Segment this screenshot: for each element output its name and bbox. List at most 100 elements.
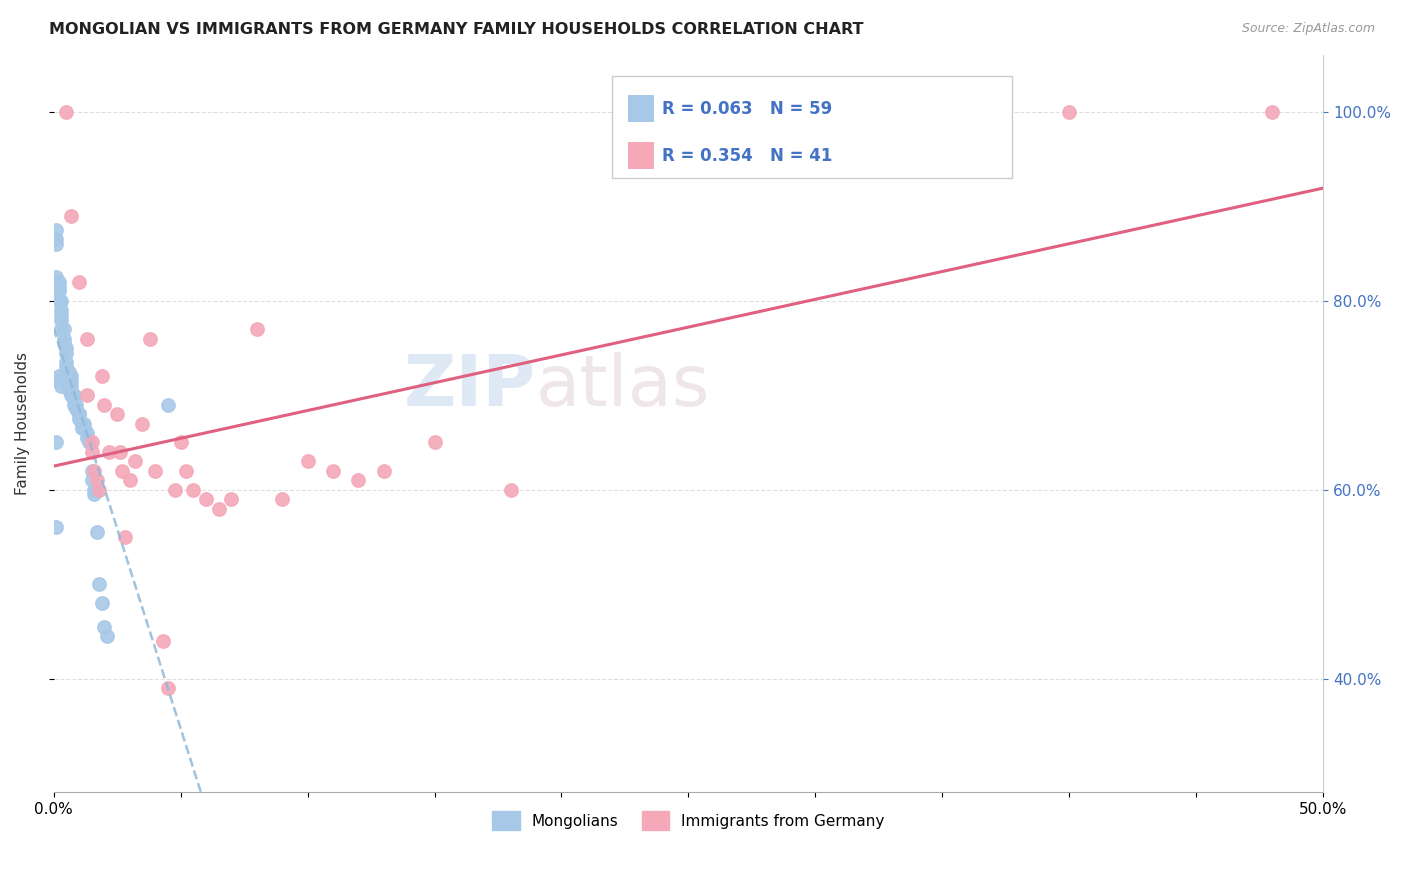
Point: [51, 303, 73, 318]
Point: [58, 365, 80, 379]
Point: [93, 620, 115, 634]
Point: [65, 398, 87, 412]
Point: [45, 520, 67, 534]
Point: [373, 464, 395, 478]
Point: [499, 483, 522, 497]
Point: [86, 525, 108, 540]
Point: [63, 392, 86, 407]
Point: [58, 369, 80, 384]
Point: [48, 279, 70, 293]
Point: [55, 104, 77, 119]
Point: [60, 378, 83, 392]
Text: atlas: atlas: [536, 352, 710, 421]
Point: [55, 359, 77, 374]
Point: [45, 223, 67, 237]
Point: [174, 464, 197, 478]
Point: [51, 312, 73, 326]
Point: [60, 374, 83, 388]
Point: [63, 398, 86, 412]
Point: [52, 322, 75, 336]
Point: [322, 464, 344, 478]
Point: [221, 492, 243, 507]
Point: [58, 378, 80, 392]
Point: [83, 487, 105, 501]
Point: [51, 308, 73, 322]
Point: [51, 293, 73, 308]
Point: [423, 435, 446, 450]
Point: [67, 275, 90, 289]
Point: [48, 369, 70, 384]
Point: [156, 681, 179, 695]
Point: [48, 275, 70, 289]
Point: [111, 464, 134, 478]
Point: [108, 445, 131, 459]
Point: [48, 285, 70, 299]
Point: [52, 336, 75, 351]
Point: [143, 464, 166, 478]
Point: [70, 421, 93, 435]
Point: [131, 417, 153, 431]
Point: [139, 332, 162, 346]
Point: [98, 445, 121, 459]
Point: [297, 454, 319, 468]
Point: [60, 388, 83, 402]
Point: [105, 407, 128, 421]
Point: [1059, 104, 1081, 119]
Point: [124, 454, 146, 468]
Point: [52, 332, 75, 346]
Point: [118, 473, 141, 487]
Point: [89, 577, 111, 591]
Point: [347, 473, 370, 487]
Point: [80, 464, 103, 478]
Point: [76, 388, 98, 402]
Point: [45, 275, 67, 289]
Text: R = 0.063   N = 59: R = 0.063 N = 59: [662, 100, 832, 118]
Legend: Mongolians, Immigrants from Germany: Mongolians, Immigrants from Germany: [486, 805, 891, 836]
Point: [67, 407, 90, 421]
Point: [65, 402, 87, 417]
Point: [67, 407, 90, 421]
Point: [152, 633, 174, 648]
Point: [58, 384, 80, 398]
Point: [83, 464, 105, 478]
Point: [271, 492, 294, 507]
Text: R = 0.354   N = 41: R = 0.354 N = 41: [662, 147, 832, 165]
Point: [48, 293, 70, 308]
Point: [208, 501, 231, 516]
Point: [194, 492, 217, 507]
Point: [93, 398, 115, 412]
Point: [83, 483, 105, 497]
Text: MONGOLIAN VS IMMIGRANTS FROM GERMANY FAMILY HOUSEHOLDS CORRELATION CHART: MONGOLIAN VS IMMIGRANTS FROM GERMANY FAM…: [49, 22, 863, 37]
Point: [76, 431, 98, 445]
Point: [90, 369, 112, 384]
Point: [45, 237, 67, 252]
Point: [55, 345, 77, 359]
Point: [63, 388, 86, 402]
Point: [96, 629, 118, 643]
Point: [77, 435, 100, 450]
Point: [60, 209, 83, 223]
Point: [90, 596, 112, 610]
Point: [181, 483, 204, 497]
Point: [55, 355, 77, 369]
Point: [89, 483, 111, 497]
Point: [67, 412, 90, 426]
Point: [80, 473, 103, 487]
Point: [80, 445, 103, 459]
Point: [48, 374, 70, 388]
Point: [60, 369, 83, 384]
Point: [165, 483, 187, 497]
Point: [45, 270, 67, 285]
Point: [76, 332, 98, 346]
Point: [80, 435, 103, 450]
Point: [70, 417, 93, 431]
Point: [246, 322, 269, 336]
Point: [55, 341, 77, 355]
Point: [114, 530, 136, 544]
Point: [86, 473, 108, 487]
Point: [51, 378, 73, 392]
Point: [156, 398, 179, 412]
Point: [76, 425, 98, 440]
Point: [45, 232, 67, 246]
Text: ZIP: ZIP: [404, 352, 536, 421]
